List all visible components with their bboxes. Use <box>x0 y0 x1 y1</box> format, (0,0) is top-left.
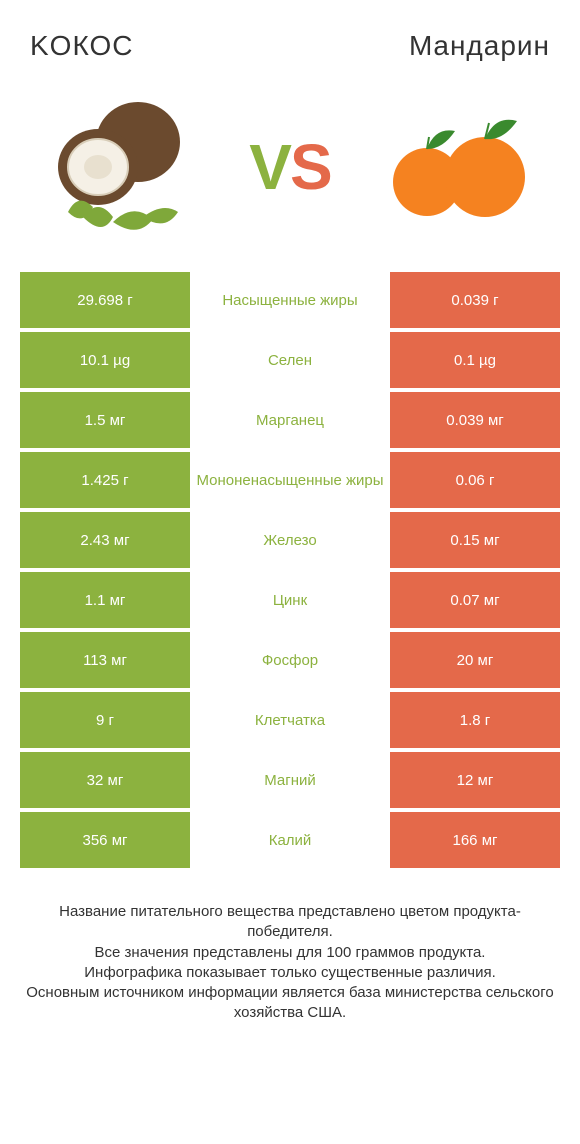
nutrient-label: Магний <box>190 752 390 808</box>
right-value: 0.15 мг <box>390 512 560 568</box>
nutrient-label: Клетчатка <box>190 692 390 748</box>
footnote-line: Основным источником информации является … <box>20 983 560 1024</box>
right-value: 20 мг <box>390 632 560 688</box>
footnote: Название питательного вещества представл… <box>0 872 580 1024</box>
left-value: 1.425 г <box>20 452 190 508</box>
coconut-icon <box>43 87 203 247</box>
right-value: 0.07 мг <box>390 572 560 628</box>
nutrient-label: Фосфор <box>190 632 390 688</box>
left-value: 9 г <box>20 692 190 748</box>
hero-row: VS <box>0 72 580 272</box>
left-product-title: KОКОС <box>30 30 133 62</box>
right-value: 1.8 г <box>390 692 560 748</box>
table-row: 29.698 гНасыщенные жиры0.039 г <box>20 272 560 328</box>
nutrient-label: Селен <box>190 332 390 388</box>
left-value: 10.1 µg <box>20 332 190 388</box>
left-value: 1.1 мг <box>20 572 190 628</box>
footnote-line: Название питательного вещества представл… <box>20 902 560 943</box>
comparison-table: 29.698 гНасыщенные жиры0.039 г10.1 µgСел… <box>0 272 580 868</box>
left-value: 32 мг <box>20 752 190 808</box>
header: KОКОС Mандарин <box>0 0 580 72</box>
nutrient-label: Железо <box>190 512 390 568</box>
right-value: 166 мг <box>390 812 560 868</box>
nutrient-label: Мононенасыщенные жиры <box>190 452 390 508</box>
right-product-title: Mандарин <box>409 30 550 62</box>
left-value: 113 мг <box>20 632 190 688</box>
right-value: 0.06 г <box>390 452 560 508</box>
table-row: 2.43 мгЖелезо0.15 мг <box>20 512 560 568</box>
left-value: 29.698 г <box>20 272 190 328</box>
table-row: 10.1 µgСелен0.1 µg <box>20 332 560 388</box>
vs-v: V <box>249 131 290 203</box>
left-value: 2.43 мг <box>20 512 190 568</box>
footnote-line: Все значения представлены для 100 граммо… <box>20 943 560 963</box>
nutrient-label: Калий <box>190 812 390 868</box>
table-row: 32 мгМагний12 мг <box>20 752 560 808</box>
left-value: 356 мг <box>20 812 190 868</box>
table-row: 356 мгКалий166 мг <box>20 812 560 868</box>
right-value: 0.039 г <box>390 272 560 328</box>
right-value: 12 мг <box>390 752 560 808</box>
vs-label: VS <box>249 130 330 204</box>
right-value: 0.039 мг <box>390 392 560 448</box>
vs-s: S <box>290 131 331 203</box>
nutrient-label: Цинк <box>190 572 390 628</box>
right-value: 0.1 µg <box>390 332 560 388</box>
nutrient-label: Насыщенные жиры <box>190 272 390 328</box>
table-row: 1.5 мгМарганец0.039 мг <box>20 392 560 448</box>
table-row: 1.1 мгЦинк0.07 мг <box>20 572 560 628</box>
left-value: 1.5 мг <box>20 392 190 448</box>
footnote-line: Инфографика показывает только существенн… <box>20 963 560 983</box>
mandarin-icon <box>377 87 537 247</box>
table-row: 1.425 гМононенасыщенные жиры0.06 г <box>20 452 560 508</box>
table-row: 9 гКлетчатка1.8 г <box>20 692 560 748</box>
nutrient-label: Марганец <box>190 392 390 448</box>
table-row: 113 мгФосфор20 мг <box>20 632 560 688</box>
